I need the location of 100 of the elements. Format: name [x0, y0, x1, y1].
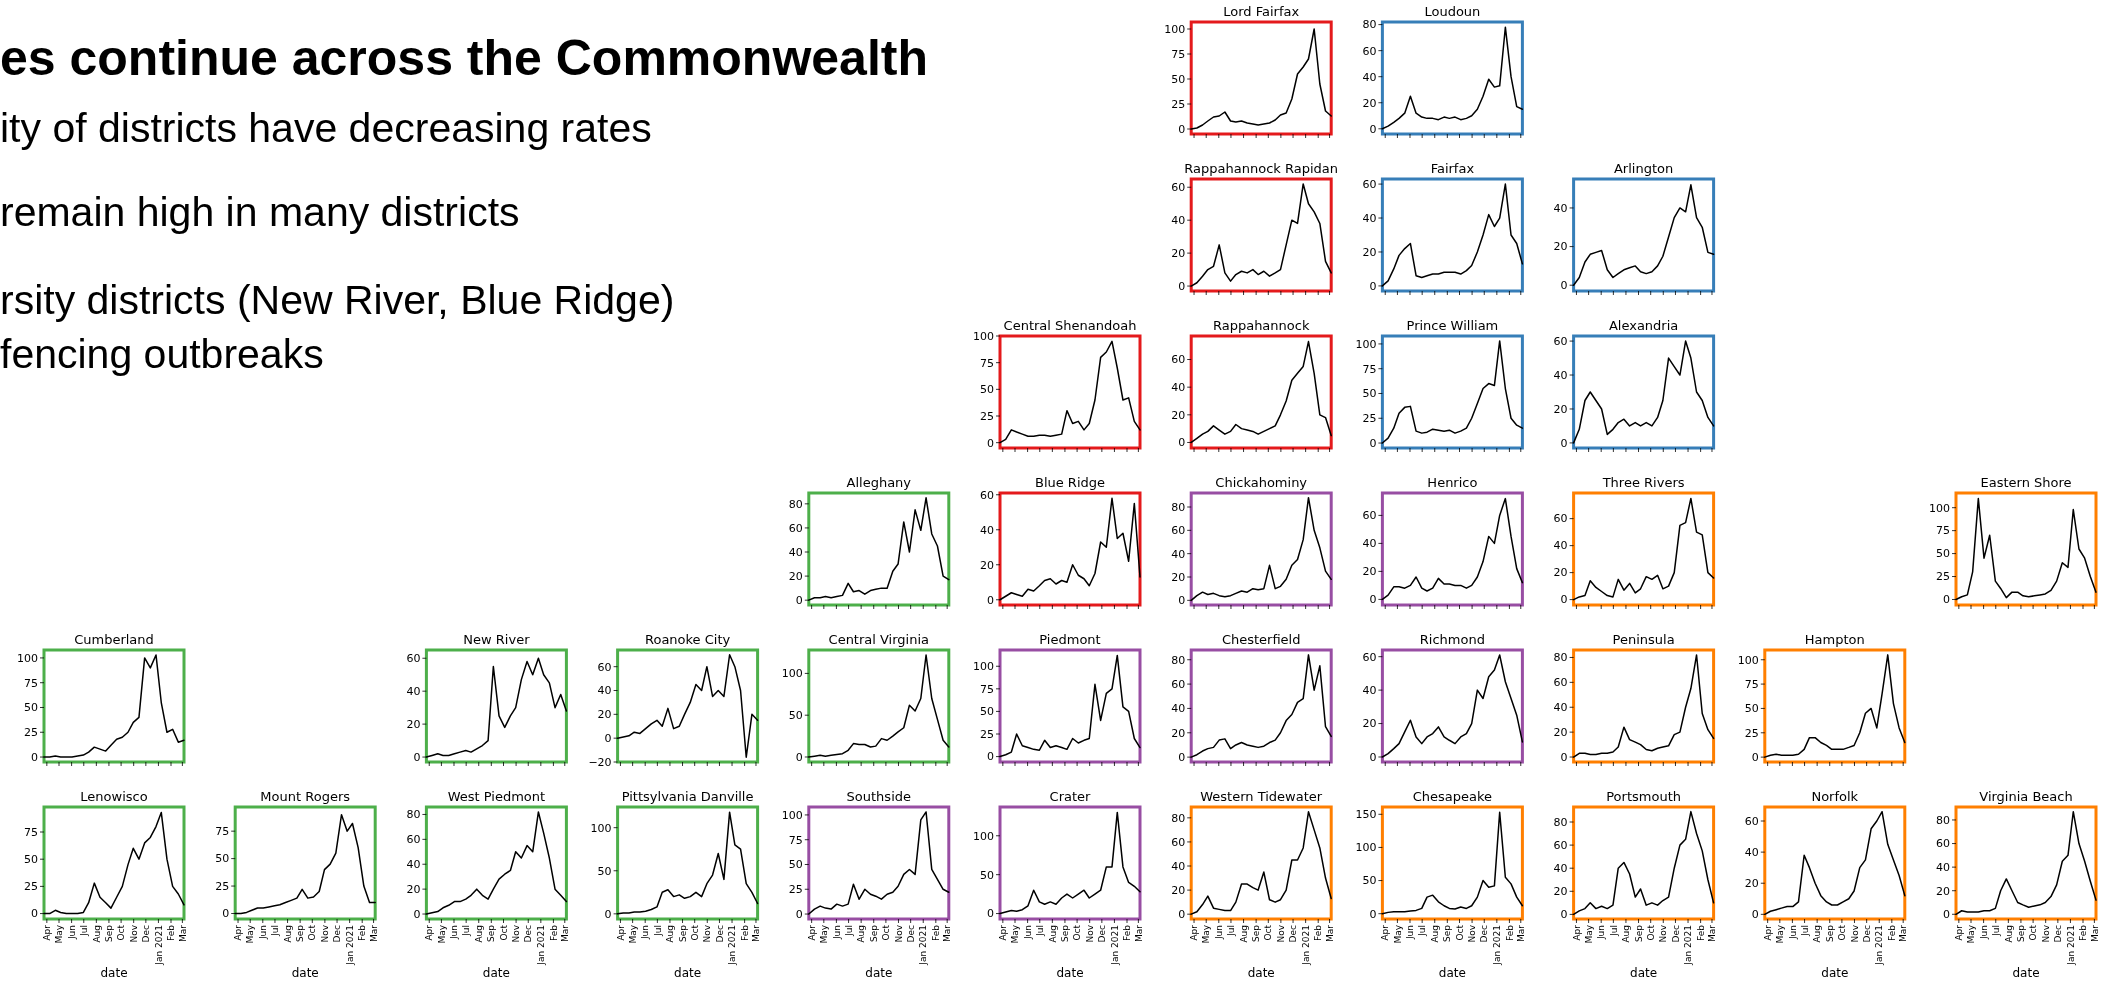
y-tick-label: 20 — [1171, 883, 1186, 897]
y-tick-label: 80 — [788, 497, 803, 511]
y-tick-label: 0 — [1560, 279, 1568, 293]
x-tick-label: Oct — [689, 924, 700, 941]
x-tick-label: Dec — [332, 924, 343, 943]
chart-title: Portsmouth — [1606, 789, 1681, 804]
x-tick-label: May — [1010, 924, 1021, 944]
x-tick-label: Mar — [2089, 924, 2100, 942]
y-tick-label: 75 — [1362, 362, 1377, 376]
chart-title: Central Virginia — [828, 632, 930, 647]
y-tick-label: 75 — [215, 825, 230, 839]
y-tick-label: 0 — [413, 750, 421, 764]
chart-title: Central Shenandoah — [1003, 318, 1137, 333]
y-tick-label: 20 — [1553, 240, 1568, 254]
x-tick-label: Sep — [1442, 924, 1453, 942]
x-tick-label: Dec — [1670, 924, 1681, 943]
x-tick-label: Oct — [1072, 924, 1083, 941]
chart-title: West Piedmont — [447, 789, 546, 804]
x-tick-label: Jan 2021 — [1874, 925, 1885, 966]
x-tick-label: Sep — [677, 924, 688, 942]
x-tick-label: Aug — [2003, 925, 2014, 943]
x-tick-label: Jan 2021 — [1300, 925, 1311, 966]
chart-title: Loudoun — [1424, 4, 1481, 19]
chart-title: Crater — [1049, 789, 1092, 804]
y-tick-label: 40 — [1171, 214, 1186, 228]
y-tick-label: 75 — [1936, 524, 1950, 538]
chart-title: Cumberland — [74, 632, 154, 647]
y-tick-label: 0 — [1369, 593, 1377, 607]
chart-title: Three Rivers — [1601, 475, 1685, 490]
x-tick-label: Sep — [868, 924, 879, 942]
y-tick-label: 50 — [24, 701, 38, 715]
y-tick-label: 100 — [973, 329, 994, 343]
y-tick-label: 100 — [1164, 22, 1186, 36]
x-tick-label: Apr — [1762, 924, 1773, 941]
x-tick-label: Feb — [1313, 924, 1324, 941]
y-tick-label: 25 — [980, 409, 994, 423]
y-tick-label: 40 — [788, 545, 803, 559]
x-tick-label: Jan 2021 — [344, 925, 355, 966]
y-tick-label: 0 — [1369, 279, 1377, 293]
chart-title: Prince William — [1406, 318, 1499, 333]
x-tick-label: Jan 2021 — [1683, 925, 1694, 966]
text: ity of districts have decreasing rates — [0, 105, 652, 151]
y-tick-label: 0 — [987, 907, 994, 921]
y-tick-label: 60 — [1171, 353, 1186, 367]
x-tick-label: May — [245, 924, 256, 944]
x-tick-label: Dec — [1288, 924, 1299, 943]
y-tick-label: 40 — [406, 685, 421, 699]
x-tick-label: Aug — [856, 925, 867, 943]
y-tick-label: 60 — [1362, 509, 1377, 523]
y-tick-label: 50 — [597, 864, 612, 878]
y-tick-label: 0 — [1751, 908, 1759, 922]
x-tick-label: Mar — [1707, 924, 1718, 942]
x-tick-label: Jan 2021 — [153, 925, 164, 966]
x-axis-title: date — [2012, 966, 2040, 980]
y-tick-label: 20 — [1744, 877, 1759, 891]
x-tick-label: Oct — [116, 924, 127, 941]
x-tick-label: Nov — [1467, 924, 1478, 943]
x-tick-label: May — [436, 924, 447, 944]
y-tick-label: 25 — [1744, 726, 1759, 740]
x-tick-label: Jul — [1608, 925, 1619, 937]
x-tick-label: May — [818, 924, 829, 944]
y-tick-label: 100 — [17, 651, 38, 665]
y-tick-label: 20 — [1553, 402, 1568, 416]
x-tick-label: Jun — [449, 925, 460, 941]
x-tick-label: Nov — [1084, 924, 1095, 943]
y-tick-label: 100 — [590, 821, 612, 835]
x-tick-label: Dec — [905, 924, 916, 943]
x-tick-label: Aug — [1238, 925, 1249, 943]
y-tick-label: 100 — [1737, 653, 1759, 667]
x-tick-label: Jul — [1226, 925, 1237, 937]
y-tick-label: 20 — [1553, 566, 1568, 580]
x-tick-label: Nov — [320, 924, 331, 943]
y-tick-label: 0 — [1751, 750, 1759, 764]
y-tick-label: 0 — [604, 732, 612, 746]
y-tick-label: 25 — [215, 879, 230, 893]
x-tick-label: Dec — [1861, 924, 1872, 943]
y-tick-label: 80 — [1936, 813, 1950, 827]
chart-title: Eastern Shore — [1980, 475, 2072, 490]
y-tick-label: 50 — [980, 868, 994, 882]
y-tick-label: 60 — [980, 488, 994, 502]
y-tick-label: 60 — [1171, 181, 1186, 195]
chart-title: Alexandria — [1608, 318, 1679, 333]
y-tick-label: 60 — [1553, 676, 1568, 690]
y-tick-label: 40 — [1362, 211, 1377, 225]
y-tick-label: 80 — [1171, 500, 1186, 514]
y-tick-label: 60 — [1171, 677, 1186, 691]
y-tick-label: 25 — [24, 880, 38, 894]
x-tick-label: Jan 2021 — [535, 925, 546, 966]
y-tick-label: 100 — [1929, 501, 1950, 515]
x-tick-label: Apr — [233, 924, 244, 941]
x-tick-label: Apr — [1189, 924, 1200, 941]
y-tick-label: 40 — [980, 523, 994, 537]
chart-title: Chickahominy — [1215, 475, 1308, 490]
y-tick-label: 50 — [24, 853, 38, 867]
x-tick-label: Jul — [1417, 925, 1428, 937]
y-tick-label: 0 — [795, 907, 803, 921]
y-tick-label: 60 — [406, 833, 421, 847]
y-tick-label: 0 — [1369, 122, 1377, 136]
y-tick-label: 75 — [788, 833, 803, 847]
y-tick-label: 40 — [1171, 702, 1186, 716]
